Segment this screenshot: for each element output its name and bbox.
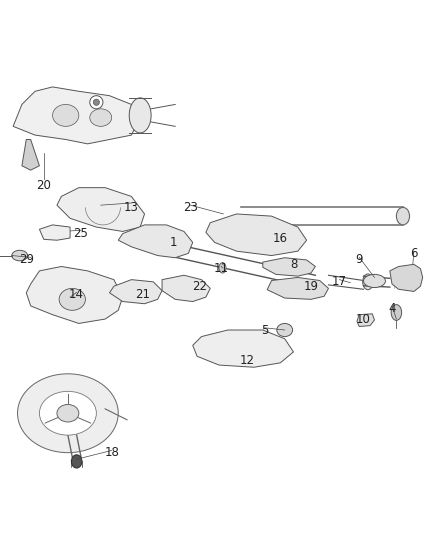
Ellipse shape	[364, 274, 385, 287]
Ellipse shape	[391, 304, 402, 320]
Text: 16: 16	[273, 231, 288, 245]
Text: 8: 8	[290, 258, 297, 271]
Text: 25: 25	[74, 227, 88, 240]
Text: 9: 9	[355, 253, 363, 266]
Ellipse shape	[129, 98, 151, 133]
Ellipse shape	[12, 251, 28, 261]
Text: 20: 20	[36, 179, 51, 192]
Polygon shape	[26, 266, 123, 324]
Ellipse shape	[226, 338, 261, 366]
Text: 12: 12	[240, 354, 255, 367]
Ellipse shape	[219, 263, 226, 273]
Polygon shape	[162, 275, 210, 302]
Polygon shape	[390, 264, 423, 292]
Text: 1: 1	[169, 236, 177, 249]
Text: 14: 14	[69, 288, 84, 302]
Text: 10: 10	[356, 312, 371, 326]
Ellipse shape	[59, 288, 85, 310]
Polygon shape	[267, 278, 328, 300]
Ellipse shape	[18, 374, 118, 453]
Text: 11: 11	[214, 262, 229, 275]
Text: 29: 29	[19, 253, 34, 266]
Polygon shape	[263, 258, 315, 276]
Text: 18: 18	[104, 446, 119, 459]
Ellipse shape	[90, 96, 103, 109]
Text: 21: 21	[135, 288, 150, 302]
Ellipse shape	[90, 109, 112, 126]
Text: 22: 22	[192, 280, 207, 293]
Text: 23: 23	[183, 201, 198, 214]
Text: 17: 17	[332, 276, 347, 288]
Polygon shape	[39, 225, 70, 240]
Polygon shape	[206, 214, 307, 255]
Ellipse shape	[363, 274, 373, 290]
Polygon shape	[13, 87, 140, 144]
Polygon shape	[193, 330, 293, 367]
Text: 4: 4	[388, 302, 396, 314]
Ellipse shape	[53, 104, 79, 126]
Text: 5: 5	[261, 324, 268, 336]
Polygon shape	[57, 188, 145, 231]
Ellipse shape	[396, 207, 410, 225]
Ellipse shape	[277, 324, 293, 336]
Ellipse shape	[71, 455, 82, 468]
Polygon shape	[22, 140, 39, 170]
Ellipse shape	[93, 99, 99, 106]
Polygon shape	[357, 314, 374, 327]
Ellipse shape	[39, 391, 96, 435]
Ellipse shape	[57, 405, 79, 422]
Text: 6: 6	[410, 247, 418, 260]
Polygon shape	[110, 280, 162, 304]
Text: 13: 13	[124, 201, 139, 214]
Polygon shape	[118, 225, 193, 258]
Text: 19: 19	[304, 280, 318, 293]
